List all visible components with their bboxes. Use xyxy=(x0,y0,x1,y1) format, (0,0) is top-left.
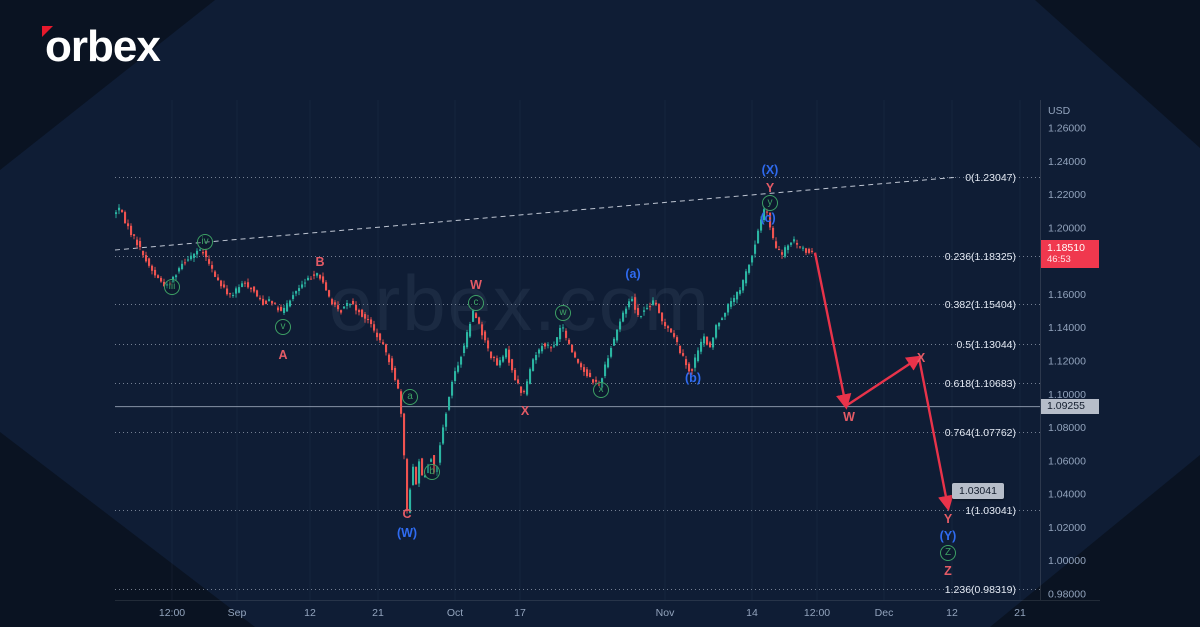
current-price-value: 1.18510 xyxy=(1047,241,1085,254)
wave-label-b[interactable]: (b) xyxy=(685,370,701,385)
fib-level-label[interactable]: 0.618(1.10683) xyxy=(945,378,1016,390)
time-tick: 21 xyxy=(1014,607,1026,619)
wave-label-y[interactable]: (Y) xyxy=(939,528,957,543)
fib-level-label[interactable]: 1(1.03041) xyxy=(965,505,1016,517)
wave-label-iv[interactable]: iv xyxy=(197,234,213,250)
price-tick: 1.08000 xyxy=(1048,422,1086,434)
logo-text: orbex xyxy=(45,22,161,71)
fib-level-label[interactable]: 0.236(1.18325) xyxy=(945,251,1016,263)
wave-label-c[interactable]: C xyxy=(402,506,412,521)
wave-label-w[interactable]: (W) xyxy=(396,525,418,540)
time-tick: Dec xyxy=(875,607,894,619)
orbex-logo: orbex xyxy=(42,22,161,72)
time-tick: 21 xyxy=(372,607,384,619)
fib-level-label[interactable]: 0(1.23047) xyxy=(965,172,1016,184)
price-tick: 1.14000 xyxy=(1048,322,1086,334)
wave-label-z[interactable]: Z xyxy=(944,563,952,578)
time-tick: Oct xyxy=(447,607,463,619)
time-tick: Nov xyxy=(656,607,675,619)
wave-label-w[interactable]: w xyxy=(555,305,571,322)
current-price-badge: 1.18510 46:53 xyxy=(1041,239,1099,268)
wave-label-c[interactable]: c xyxy=(468,294,484,311)
fib-level-label[interactable]: 0.764(1.07762) xyxy=(945,427,1016,439)
fib-retracement[interactable]: 0(1.23047) 0.236(1.18325) 0.382(1.15404) 0.… xyxy=(115,172,1040,596)
wave-label-a[interactable]: (a) xyxy=(625,266,641,281)
wave-label-x[interactable]: x xyxy=(593,381,609,398)
price-tick: 0.98000 xyxy=(1048,589,1086,601)
time-tick: 12 xyxy=(304,607,316,619)
price-tick: 1.26000 xyxy=(1048,123,1086,135)
price-tick: 1.02000 xyxy=(1048,522,1086,534)
wave-label-a[interactable]: a xyxy=(402,388,418,405)
time-tick: 12:00 xyxy=(804,607,830,619)
wave-label-y[interactable]: Y xyxy=(765,180,775,195)
candlestick-series[interactable] xyxy=(115,204,817,514)
wave-label-x[interactable]: X xyxy=(520,403,530,418)
time-tick: 14 xyxy=(746,607,758,619)
price-axis[interactable]: 1.260001.240001.220001.200001.180001.160… xyxy=(1048,123,1086,601)
candle-countdown: 46:53 xyxy=(1047,253,1071,265)
wave-label-x[interactable]: X xyxy=(916,350,926,365)
wave-label-iii[interactable]: iii xyxy=(164,278,180,295)
time-tick: 12 xyxy=(946,607,958,619)
wave-label-a[interactable]: A xyxy=(278,347,288,362)
forecast-arrows[interactable] xyxy=(813,252,954,512)
grid-lines xyxy=(171,100,1021,600)
fib-level-label[interactable]: 1.236(0.98319) xyxy=(945,584,1016,596)
price-tick: 1.06000 xyxy=(1048,455,1086,467)
wave-label-x[interactable]: (X) xyxy=(761,162,779,177)
price-tick: 1.24000 xyxy=(1048,156,1086,168)
price-level-badge: 1.09255 xyxy=(1041,398,1099,414)
fib-level-label[interactable]: 0.5(1.13044) xyxy=(956,339,1016,351)
wave-label-z[interactable]: Z xyxy=(940,545,956,562)
price-tick: 1.16000 xyxy=(1048,289,1086,301)
target-price-tag: 1.03041 xyxy=(952,483,1004,500)
price-tick: 1.20000 xyxy=(1048,222,1086,234)
time-axis[interactable]: 12:00 Sep 12 21 Oct 17 Nov 14 12:00 Dec 12 21 xyxy=(159,607,1026,619)
trendline[interactable] xyxy=(114,176,959,251)
price-tick: 1.22000 xyxy=(1048,189,1086,201)
wave-label-y[interactable]: Y xyxy=(943,511,953,526)
time-tick: 12:00 xyxy=(159,607,185,619)
wave-label-w[interactable]: W xyxy=(843,409,855,424)
wave-label-y[interactable]: y xyxy=(762,195,778,212)
wave-label-w[interactable]: W xyxy=(470,277,482,292)
currency-label: USD xyxy=(1048,105,1071,117)
price-tick: 1.12000 xyxy=(1048,356,1086,368)
wave-label-v[interactable]: v xyxy=(275,319,291,336)
time-tick: 17 xyxy=(514,607,526,619)
price-tick: 1.04000 xyxy=(1048,489,1086,501)
wave-label-b[interactable]: B xyxy=(315,254,325,269)
time-tick: Sep xyxy=(228,607,247,619)
wave-label-b[interactable]: b xyxy=(424,464,440,480)
fib-level-label[interactable]: 0.382(1.15404) xyxy=(945,299,1016,311)
price-tick: 1.00000 xyxy=(1048,555,1086,567)
wave-label-c[interactable]: (c) xyxy=(760,210,776,225)
